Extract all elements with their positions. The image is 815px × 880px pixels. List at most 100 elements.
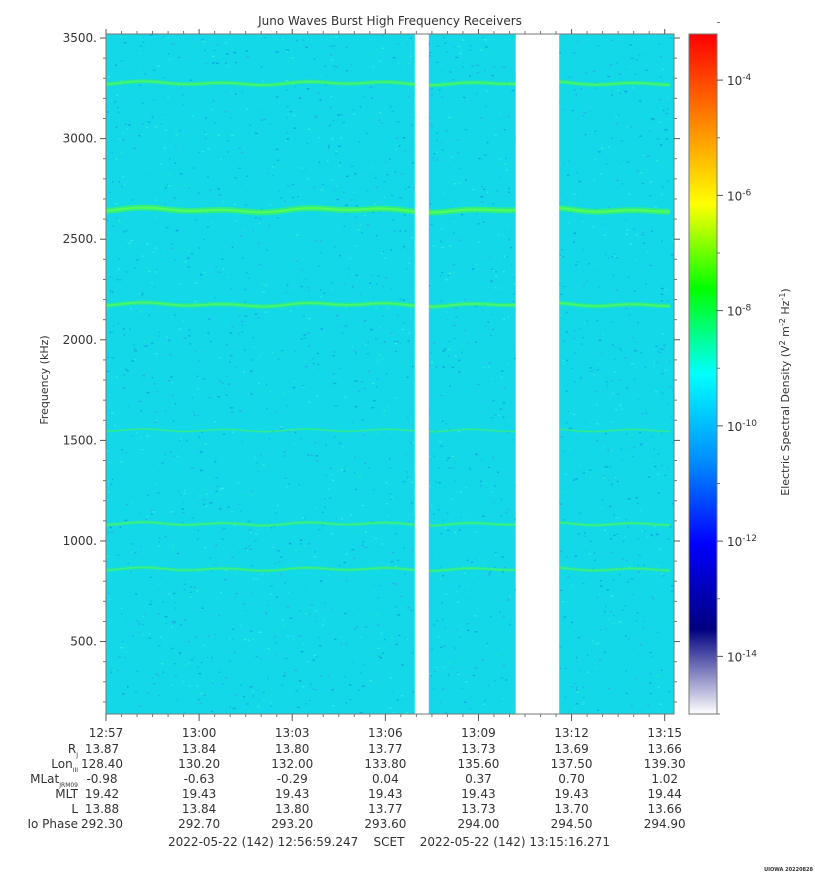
noise-speck xyxy=(132,551,134,553)
noise-speck xyxy=(601,499,604,501)
noise-speck xyxy=(661,193,663,196)
noise-speck xyxy=(618,621,622,623)
noise-speck xyxy=(386,173,389,176)
noise-speck xyxy=(361,541,365,543)
noise-speck xyxy=(356,127,359,130)
noise-speck xyxy=(344,283,346,286)
noise-speck xyxy=(211,710,214,713)
noise-speck xyxy=(344,396,347,398)
noise-speck xyxy=(654,391,658,393)
noise-speck xyxy=(461,687,463,690)
noise-speck xyxy=(152,511,155,513)
noise-speck xyxy=(375,537,377,539)
noise-speck xyxy=(369,168,372,170)
noise-speck xyxy=(573,337,576,340)
noise-speck xyxy=(260,119,264,121)
noise-speck xyxy=(315,460,319,462)
noise-speck xyxy=(300,297,303,300)
noise-speck xyxy=(484,105,487,108)
noise-speck xyxy=(291,505,293,507)
noise-speck xyxy=(277,159,280,161)
noise-speck xyxy=(164,410,167,412)
noise-speck xyxy=(496,590,498,592)
noise-speck xyxy=(195,590,199,592)
noise-speck xyxy=(280,349,284,352)
noise-speck xyxy=(565,667,567,669)
noise-speck xyxy=(513,531,515,533)
noise-speck xyxy=(593,552,596,554)
noise-speck xyxy=(136,431,138,434)
noise-speck xyxy=(266,407,268,410)
noise-speck xyxy=(163,147,167,149)
noise-speck xyxy=(658,98,662,101)
noise-speck xyxy=(435,552,438,555)
noise-speck xyxy=(147,270,151,273)
noise-speck xyxy=(338,655,341,657)
noise-speck xyxy=(364,598,366,601)
noise-speck xyxy=(130,501,134,503)
noise-speck xyxy=(330,533,334,535)
noise-speck xyxy=(402,299,405,301)
noise-speck xyxy=(605,381,608,383)
noise-speck xyxy=(298,610,301,612)
noise-speck xyxy=(609,505,612,508)
noise-speck xyxy=(240,624,242,627)
noise-speck xyxy=(389,677,393,679)
noise-speck xyxy=(266,172,268,174)
noise-speck xyxy=(439,275,442,277)
noise-speck xyxy=(190,586,192,588)
noise-speck xyxy=(563,450,566,453)
noise-speck xyxy=(448,340,451,343)
noise-speck xyxy=(599,388,602,391)
noise-speck xyxy=(241,441,244,443)
noise-speck xyxy=(122,175,124,178)
noise-speck xyxy=(563,615,567,618)
noise-speck xyxy=(466,514,469,516)
noise-speck xyxy=(448,429,451,431)
noise-speck xyxy=(575,478,578,480)
noise-speck xyxy=(667,108,669,110)
noise-speck xyxy=(478,241,481,243)
noise-speck xyxy=(440,300,443,302)
noise-speck xyxy=(500,206,502,208)
noise-speck xyxy=(205,137,207,140)
noise-speck xyxy=(631,471,633,474)
noise-speck xyxy=(294,669,297,672)
noise-speck xyxy=(300,651,304,653)
noise-speck xyxy=(198,192,200,194)
noise-speck xyxy=(108,703,111,705)
noise-speck xyxy=(183,337,187,339)
noise-speck xyxy=(293,443,295,446)
noise-speck xyxy=(511,620,514,622)
noise-speck xyxy=(170,376,173,378)
noise-speck xyxy=(390,288,393,290)
noise-speck xyxy=(182,320,184,322)
noise-speck xyxy=(149,34,153,36)
noise-speck xyxy=(250,359,253,361)
noise-speck xyxy=(275,654,277,656)
noise-speck xyxy=(578,669,581,672)
noise-speck xyxy=(175,43,177,46)
noise-speck xyxy=(127,405,129,407)
noise-speck xyxy=(575,626,577,628)
noise-speck xyxy=(482,37,484,39)
noise-speck xyxy=(385,56,388,58)
noise-speck xyxy=(430,224,433,226)
noise-speck xyxy=(403,41,405,43)
noise-speck xyxy=(371,407,375,409)
noise-speck xyxy=(583,322,586,324)
noise-speck xyxy=(412,441,415,444)
noise-speck xyxy=(594,87,596,89)
noise-speck xyxy=(174,675,177,678)
noise-speck xyxy=(252,336,254,339)
colorbar-tick-label: 10-14 xyxy=(727,649,757,664)
noise-speck xyxy=(427,55,431,57)
noise-speck xyxy=(208,564,210,567)
noise-speck xyxy=(625,218,627,221)
noise-speck xyxy=(243,301,247,303)
noise-speck xyxy=(447,348,451,351)
noise-speck xyxy=(128,328,131,330)
noise-speck xyxy=(343,561,346,564)
noise-speck xyxy=(594,390,597,392)
noise-speck xyxy=(400,595,403,598)
